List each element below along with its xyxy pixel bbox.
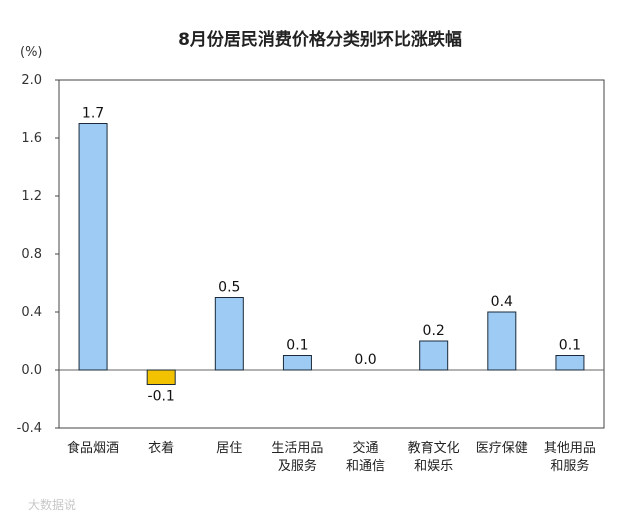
data-label: 0.0 bbox=[354, 352, 376, 368]
data-label: 0.5 bbox=[218, 280, 240, 296]
data-label: 0.2 bbox=[423, 323, 445, 339]
x-tick-label: 其他用品 bbox=[544, 441, 596, 456]
bar bbox=[419, 340, 449, 371]
y-tick-label: -0.4 bbox=[17, 421, 42, 436]
x-tick-label: 及服务 bbox=[278, 458, 317, 474]
plot-area bbox=[58, 79, 605, 429]
x-tick-label: 食品烟酒 bbox=[67, 440, 119, 456]
data-label: 1.7 bbox=[82, 106, 104, 122]
x-tick-label: 和服务 bbox=[550, 458, 589, 474]
x-tick-label: 和通信 bbox=[346, 459, 385, 474]
bar bbox=[146, 369, 176, 385]
y-tick-label: 2.0 bbox=[21, 73, 42, 88]
x-tick-label: 居住 bbox=[216, 441, 242, 456]
y-tick-label: 0.4 bbox=[21, 305, 42, 320]
bar bbox=[555, 355, 585, 371]
x-tick-label: 和娱乐 bbox=[414, 459, 453, 474]
y-tick-label: 0.8 bbox=[21, 247, 42, 262]
chart-title: 8月份居民消费价格分类别环比涨跌幅 bbox=[178, 29, 462, 50]
x-tick-label: 教育文化 bbox=[408, 440, 460, 456]
y-axis-ticks: 2.0 1.6 1.2 0.8 0.4 0.0 -0.4 bbox=[17, 73, 59, 436]
bar-group: 1.7 -0.1 0.5 0.1 0.0 0.2 0.4 0.1 bbox=[78, 106, 585, 405]
bar bbox=[78, 123, 108, 371]
y-tick-label: 0.0 bbox=[21, 363, 42, 378]
watermark-text: 大数据说 bbox=[28, 497, 76, 512]
data-label: 0.1 bbox=[559, 338, 581, 354]
bar bbox=[214, 297, 244, 371]
bar bbox=[487, 311, 517, 371]
data-label: 0.4 bbox=[491, 294, 513, 310]
bar bbox=[282, 355, 312, 371]
y-tick-label: 1.6 bbox=[21, 131, 42, 146]
x-tick-label: 衣着 bbox=[148, 440, 174, 456]
x-tick-label: 医疗保健 bbox=[476, 441, 528, 456]
data-label: -0.1 bbox=[148, 389, 175, 405]
x-tick-label: 生活用品 bbox=[271, 441, 323, 456]
y-tick-label: 1.2 bbox=[21, 189, 42, 204]
x-tick-label: 交通 bbox=[353, 440, 379, 456]
data-label: 0.1 bbox=[286, 338, 308, 354]
y-axis-unit: (%) bbox=[20, 45, 43, 60]
